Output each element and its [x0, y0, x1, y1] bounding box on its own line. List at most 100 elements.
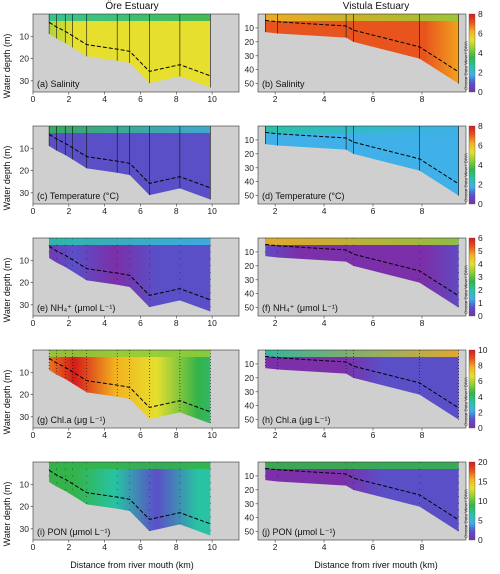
- y-axis-label-row-3: Water depth (m): [2, 258, 12, 323]
- x-tick-e-4: 4: [102, 318, 107, 328]
- y-tick-j-50: 50: [245, 527, 255, 537]
- x-tick-j-6: 6: [371, 542, 376, 552]
- frame-e: [32, 237, 240, 317]
- panel-c: 0 2 4 6 8 10 10 20 30 (c) Temperature (°C): [20, 125, 240, 216]
- y-tick-i-20: 20: [20, 502, 30, 512]
- colorbar-tick-d-8: 8: [478, 121, 483, 131]
- y-tick-d-20: 20: [245, 149, 255, 159]
- panel-label-g: (g) Chl.a (μg L⁻¹): [37, 415, 105, 425]
- y-tick-e-30: 30: [20, 300, 30, 310]
- colorbar-tick-f-4: 4: [478, 259, 483, 269]
- y-tick-b-40: 40: [245, 65, 255, 75]
- x-tick-d-8: 8: [420, 206, 425, 216]
- boundary-line-c: [48, 133, 211, 189]
- colorbar-tick-h-10: 10: [478, 345, 488, 355]
- surface-layer-h: [265, 350, 459, 358]
- colorbar-tick-f-3: 3: [478, 272, 483, 282]
- y-tick-j-40: 40: [245, 513, 255, 523]
- y-tick-a-20: 20: [20, 54, 30, 64]
- right-column-title: Vistula Estuary: [343, 1, 410, 12]
- x-tick-f-6: 6: [371, 318, 376, 328]
- frame-a: [32, 13, 240, 93]
- y-tick-i-10: 10: [20, 479, 30, 489]
- colorbar-tick-b-0: 0: [478, 87, 483, 97]
- colorbar-tick-f-2: 2: [478, 285, 483, 295]
- colorbar-tick-d-4: 4: [478, 160, 483, 170]
- y-tick-f-20: 20: [245, 261, 255, 271]
- x-tick-c-4: 4: [102, 206, 107, 216]
- y-tick-d-30: 30: [245, 163, 255, 173]
- colorbar-tick-j-0: 0: [478, 535, 483, 545]
- panel-label-j: (j) PON (μmol L⁻¹): [262, 527, 335, 537]
- boundary-line-e: [48, 245, 211, 301]
- left-column-title: Öre Estuary: [105, 0, 158, 12]
- colorbar-tick-h-8: 8: [478, 361, 483, 371]
- y-axis-label-row-4: Water depth (m): [2, 370, 12, 435]
- x-axis-label-right: Distance from river mouth (km): [314, 560, 438, 570]
- x-tick-c-8: 8: [174, 206, 179, 216]
- colorbar-tick-h-2: 2: [478, 407, 483, 417]
- x-tick-f-4: 4: [322, 318, 327, 328]
- colorbar-tick-b-6: 6: [478, 29, 483, 39]
- panel-h: 2 4 6 8 10 20 30 40 50 (h) Chl.a (μg L⁻¹) 0 2 4 6 8 10 O…: [245, 345, 488, 440]
- x-tick-h-4: 4: [322, 430, 327, 440]
- y-tick-e-10: 10: [20, 255, 30, 265]
- colorbar-tick-b-8: 8: [478, 9, 483, 19]
- y-tick-g-20: 20: [20, 390, 30, 400]
- y-tick-i-30: 30: [20, 524, 30, 534]
- y-tick-b-10: 10: [245, 23, 255, 33]
- y-tick-f-10: 10: [245, 247, 255, 257]
- x-tick-a-0: 0: [31, 94, 36, 104]
- colorbar-tick-b-4: 4: [478, 48, 483, 58]
- colorbar-tick-j-15: 15: [478, 477, 488, 487]
- panel-j: 2 4 6 8 10 20 30 40 50 (j) PON (μmol L⁻¹) 0 5 10 15 20…: [245, 457, 488, 552]
- colorbar-tick-j-20: 20: [478, 457, 488, 467]
- watermark-h: Ocean Data View / DIVA: [464, 377, 469, 426]
- colorbar-d: [468, 125, 476, 205]
- x-tick-a-4: 4: [102, 94, 107, 104]
- colorbar-f: [468, 237, 476, 317]
- colorbar-tick-f-1: 1: [478, 298, 483, 308]
- y-tick-c-10: 10: [20, 143, 30, 153]
- surface-layer-j: [265, 462, 459, 470]
- surface-layer-a: [49, 14, 211, 22]
- frame-h: [257, 349, 467, 429]
- x-tick-d-4: 4: [322, 206, 327, 216]
- y-tick-b-30: 30: [245, 51, 255, 61]
- boundary-line-g: [48, 357, 211, 413]
- y-tick-g-30: 30: [20, 412, 30, 422]
- x-tick-e-8: 8: [174, 318, 179, 328]
- x-tick-c-6: 6: [138, 206, 143, 216]
- y-tick-c-20: 20: [20, 166, 30, 176]
- y-tick-c-30: 30: [20, 188, 30, 198]
- x-tick-e-0: 0: [31, 318, 36, 328]
- panel-i: 0 2 4 6 8 10 10 20 30 (i) PON (μmol L⁻¹): [20, 461, 240, 552]
- panel-label-f: (f) NH₄⁺ (μmol L⁻¹): [262, 303, 338, 313]
- y-tick-h-20: 20: [245, 373, 255, 383]
- watermark-f: Ocean Data View / DIVA: [464, 265, 469, 314]
- colorbar-tick-f-6: 6: [478, 233, 483, 243]
- y-tick-f-30: 30: [245, 275, 255, 285]
- x-tick-j-4: 4: [322, 542, 327, 552]
- panel-label-b: (b) Salinity: [262, 79, 305, 89]
- x-tick-f-2: 2: [273, 318, 278, 328]
- boundary-line-f: [265, 243, 459, 297]
- panel-b: 2 4 6 8 10 20 30 40 50 (b) Salinity 0 2 4 6 8 Ocean Dat…: [245, 9, 483, 104]
- x-tick-e-10: 10: [207, 318, 217, 328]
- x-tick-a-6: 6: [138, 94, 143, 104]
- y-tick-b-20: 20: [245, 37, 255, 47]
- watermark-d: Ocean Data View / DIVA: [464, 153, 469, 202]
- y-axis-label-row-5: Water depth (m): [2, 482, 12, 547]
- boundary-line-b: [265, 19, 459, 73]
- x-tick-d-2: 2: [273, 206, 278, 216]
- boundary-line-h: [265, 355, 459, 409]
- colorbar-tick-j-10: 10: [478, 496, 488, 506]
- colorbar-tick-j-5: 5: [478, 516, 483, 526]
- panel-d: 2 4 6 8 10 20 30 40 50 (d) Temperature (°C) 0 2 4 6 8 O…: [245, 121, 483, 216]
- boundary-line-a: [48, 21, 211, 77]
- x-tick-a-8: 8: [174, 94, 179, 104]
- panel-g: 0 2 4 6 8 10 10 20 30 (g) Chl.a (μg L⁻¹): [20, 349, 240, 440]
- panel-label-a: (a) Salinity: [37, 79, 80, 89]
- panel-label-i: (i) PON (μmol L⁻¹): [37, 527, 110, 537]
